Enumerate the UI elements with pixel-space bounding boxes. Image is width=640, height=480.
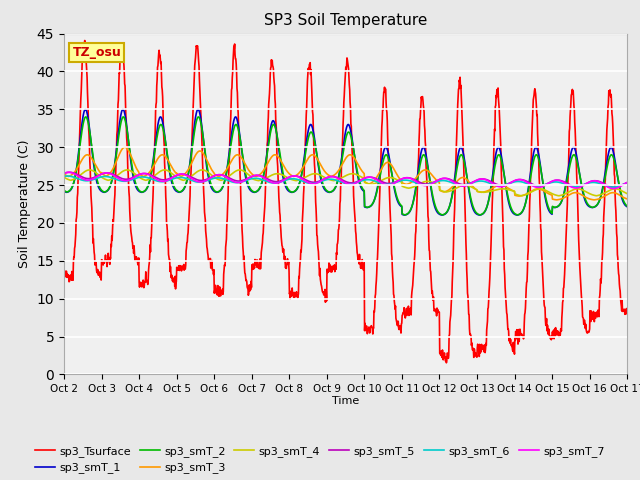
sp3_smT_1 [172,188,180,194]
sp3_smT_2 [557,200,565,205]
sp3_smT_1 [508,208,515,214]
sp3_smT_1 [433,209,441,215]
Line: sp3_smT_7: sp3_smT_7 [64,172,627,189]
sp3_smT_3 [186,164,193,170]
sp3_smT_5 [433,178,441,183]
sp3_smT_2 [249,188,257,194]
sp3_smT_3 [623,196,631,202]
sp3_smT_3 [249,172,257,178]
sp3_smT_2 [508,205,515,211]
Title: SP3 Soil Temperature: SP3 Soil Temperature [264,13,428,28]
sp3_Tsurface [623,309,631,314]
sp3_Tsurface [60,271,68,277]
sp3_smT_2 [438,212,446,218]
sp3_smT_6 [172,175,180,181]
sp3_smT_4 [557,192,564,198]
sp3_smT_3 [507,187,515,193]
Line: sp3_smT_5: sp3_smT_5 [64,172,627,187]
sp3_smT_7 [557,178,564,184]
sp3_smT_7 [65,169,72,175]
sp3_smT_3 [60,171,68,177]
sp3_smT_7 [623,180,631,185]
sp3_smT_5 [172,173,180,179]
sp3_smT_5 [623,180,631,185]
sp3_smT_2 [433,208,441,214]
Y-axis label: Soil Temperature (C): Soil Temperature (C) [18,140,31,268]
Line: sp3_smT_4: sp3_smT_4 [64,170,627,196]
sp3_smT_6 [249,176,257,181]
sp3_Tsurface [172,281,180,287]
sp3_smT_3 [172,170,180,176]
sp3_smT_2 [623,203,631,209]
sp3_smT_6 [433,179,441,184]
sp3_smT_7 [60,170,68,176]
X-axis label: Time: Time [332,396,359,406]
Line: sp3_smT_6: sp3_smT_6 [64,176,627,187]
sp3_smT_2 [60,187,68,193]
sp3_smT_4 [236,167,244,173]
sp3_smT_1 [623,204,631,210]
sp3_Tsurface [186,198,193,204]
sp3_smT_7 [249,173,257,179]
sp3_smT_6 [609,184,616,190]
sp3_smT_5 [66,169,74,175]
sp3_smT_6 [557,180,564,186]
sp3_Tsurface [249,266,257,272]
sp3_smT_2 [82,114,90,120]
sp3_smT_6 [623,180,631,186]
sp3_smT_1 [82,107,90,112]
sp3_smT_4 [60,174,68,180]
sp3_smT_6 [507,180,515,186]
sp3_smT_6 [60,174,68,180]
sp3_smT_1 [476,212,483,218]
sp3_smT_7 [507,180,515,185]
sp3_smT_1 [186,162,193,168]
sp3_smT_2 [186,164,193,169]
Line: sp3_smT_1: sp3_smT_1 [64,109,627,215]
sp3_smT_7 [433,178,441,183]
Line: sp3_smT_3: sp3_smT_3 [64,147,627,200]
sp3_smT_5 [507,180,515,185]
sp3_smT_3 [433,178,441,184]
sp3_smT_7 [610,186,618,192]
sp3_smT_2 [172,187,180,192]
sp3_Tsurface [81,37,88,43]
sp3_Tsurface [433,310,441,316]
sp3_smT_5 [60,170,68,176]
Legend: sp3_Tsurface, sp3_smT_1, sp3_smT_2, sp3_smT_3, sp3_smT_4, sp3_smT_5, sp3_smT_6, : sp3_Tsurface, sp3_smT_1, sp3_smT_2, sp3_… [30,442,609,478]
sp3_smT_4 [186,175,193,180]
sp3_smT_4 [623,191,631,196]
sp3_smT_5 [249,173,257,179]
sp3_smT_3 [557,196,565,202]
sp3_smT_4 [507,188,515,193]
sp3_Tsurface [508,342,515,348]
sp3_smT_4 [433,182,441,188]
sp3_smT_1 [249,189,257,195]
sp3_Tsurface [442,360,450,366]
sp3_smT_5 [186,173,193,179]
sp3_smT_4 [593,193,600,199]
sp3_smT_4 [249,176,257,182]
sp3_smT_1 [60,188,68,194]
Text: TZ_osu: TZ_osu [72,46,121,59]
sp3_Tsurface [557,326,565,332]
Line: sp3_smT_2: sp3_smT_2 [64,117,627,215]
sp3_smT_3 [121,144,129,150]
sp3_smT_5 [611,184,618,190]
sp3_smT_4 [172,173,179,179]
sp3_smT_6 [64,173,72,179]
sp3_smT_7 [172,173,180,179]
sp3_smT_3 [553,197,561,203]
Line: sp3_Tsurface: sp3_Tsurface [64,40,627,363]
sp3_smT_5 [557,178,564,183]
sp3_smT_7 [186,174,193,180]
sp3_smT_1 [557,200,565,205]
sp3_smT_6 [186,177,193,182]
